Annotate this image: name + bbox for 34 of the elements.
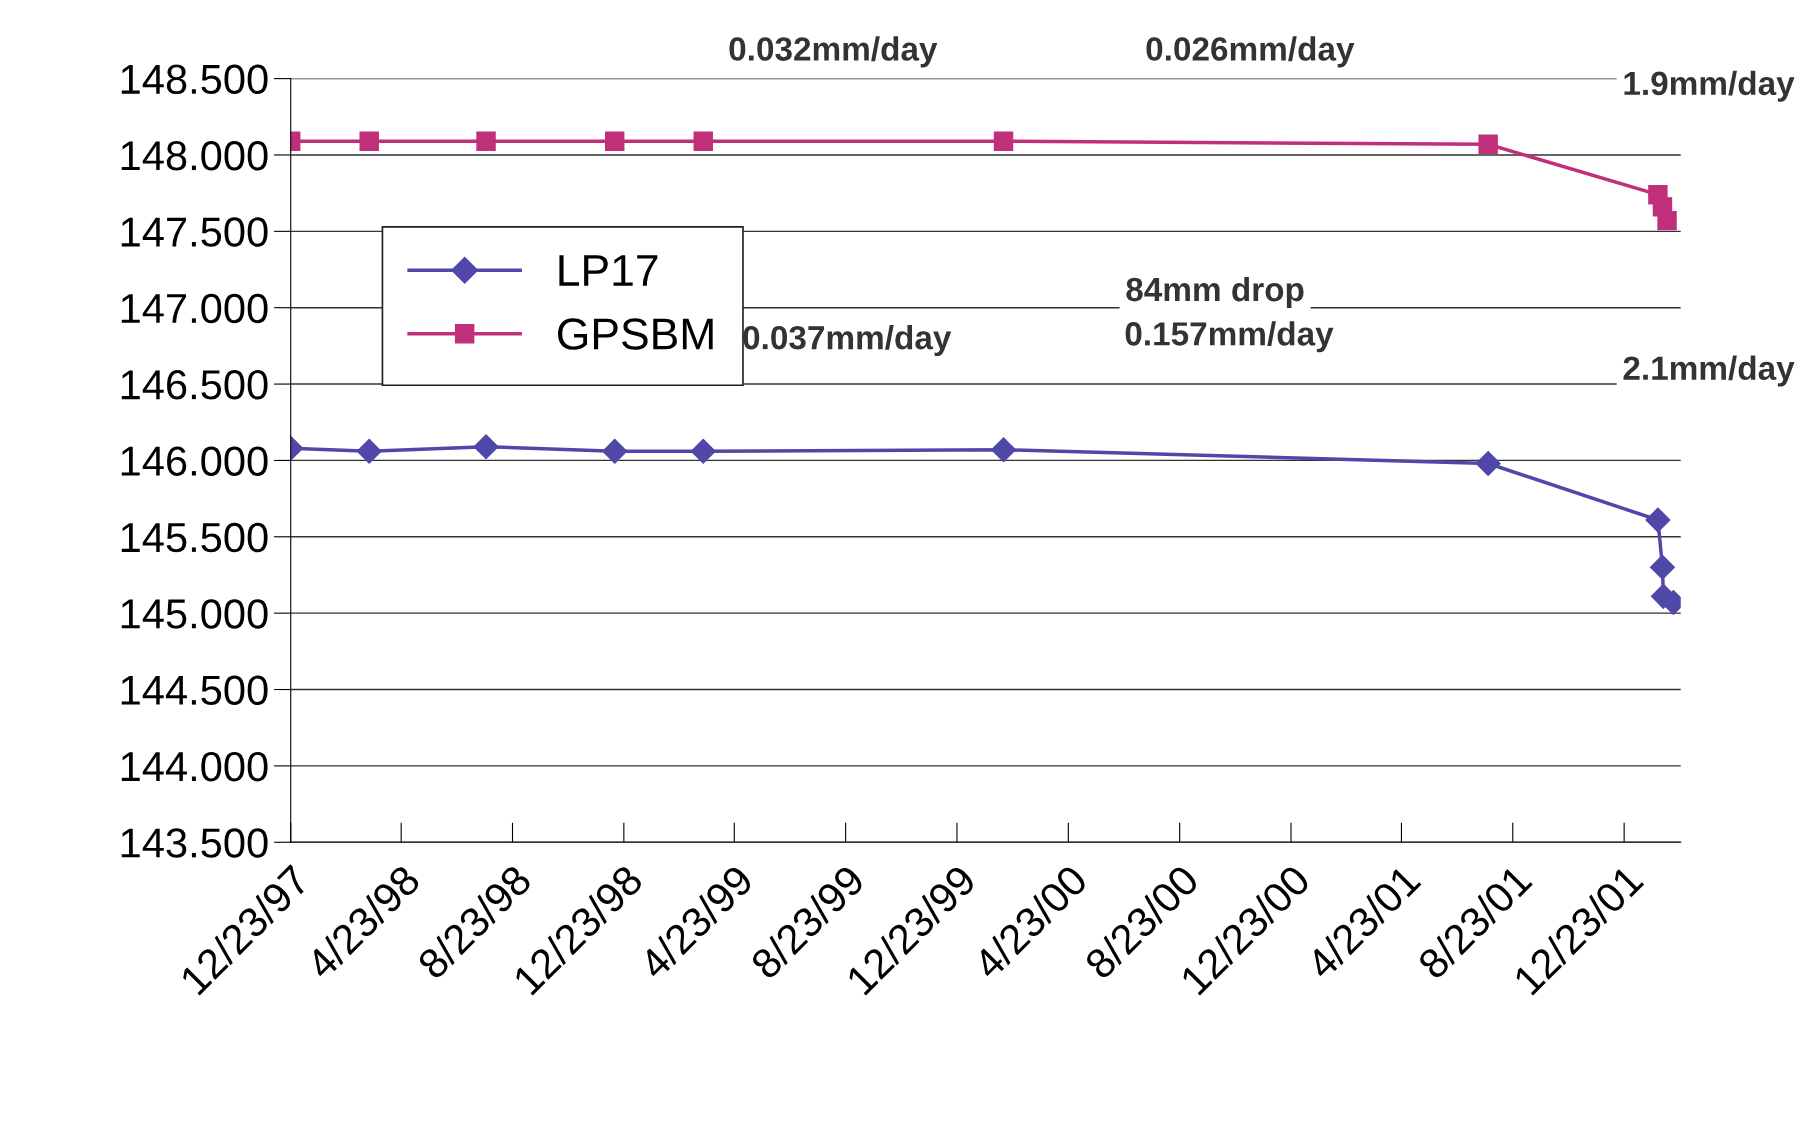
point bbox=[1478, 134, 1498, 155]
y-tick-label: 143.500 bbox=[121, 828, 268, 858]
legend-label: GPSBM bbox=[558, 318, 713, 350]
point bbox=[1645, 507, 1671, 533]
y-tick-label: 146.500 bbox=[121, 370, 268, 400]
y-tick-label: 145.500 bbox=[121, 522, 268, 553]
text: 0.026mm/day bbox=[1146, 36, 1355, 68]
annotation: 2.1mm/day bbox=[1623, 355, 1795, 387]
y-tick-label: 146.000 bbox=[121, 446, 268, 476]
point bbox=[1657, 210, 1677, 231]
point bbox=[602, 438, 628, 464]
y-tick-label: 147.000 bbox=[121, 293, 268, 324]
point bbox=[604, 131, 625, 151]
legend-label: LP17 bbox=[559, 255, 658, 286]
annotation: 84mm drop bbox=[1126, 276, 1304, 308]
y-tick-label: 147.500 bbox=[121, 217, 268, 247]
point bbox=[356, 438, 382, 464]
y-tick-label: 148.500 bbox=[121, 64, 268, 95]
point bbox=[991, 437, 1016, 463]
point bbox=[359, 131, 379, 151]
y-tick-label: 145.000 bbox=[121, 599, 268, 629]
y-tick-label: 148.000 bbox=[121, 140, 268, 171]
y-tick-label: 144.500 bbox=[121, 675, 268, 706]
point bbox=[693, 131, 713, 151]
point bbox=[1475, 451, 1501, 476]
point bbox=[690, 438, 716, 464]
point bbox=[1649, 554, 1675, 580]
point bbox=[476, 131, 496, 151]
annotation: 0.157mm/day bbox=[1125, 321, 1334, 353]
point bbox=[993, 131, 1014, 151]
point bbox=[473, 434, 499, 460]
annotation: 1.9mm/day bbox=[1624, 70, 1795, 102]
y-tick-label: 144.000 bbox=[121, 751, 268, 782]
text: 0.032mm/day bbox=[729, 36, 938, 68]
